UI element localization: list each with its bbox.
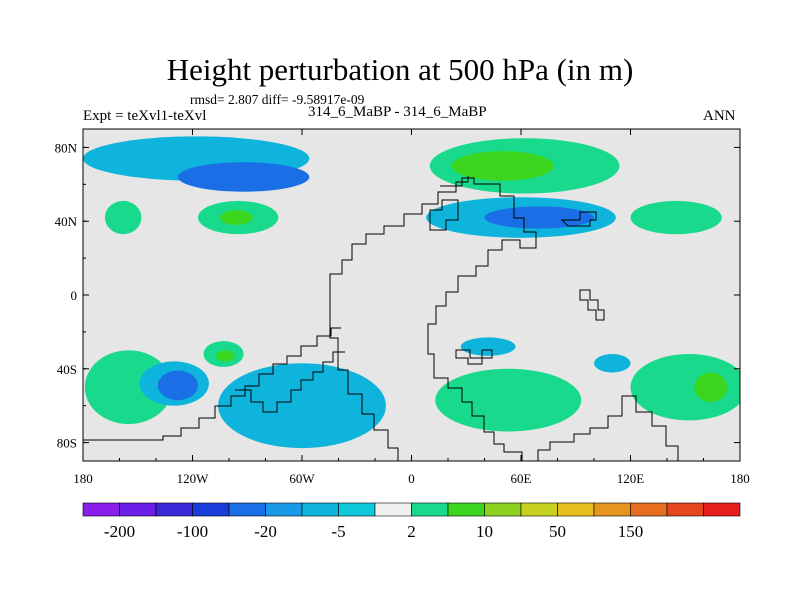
colorbar-box <box>119 502 157 517</box>
y-tick-label: 80N <box>55 140 78 155</box>
axes: 180 120W 60W 0 60E 120E 180 80N 40N 0 40S 80S <box>55 129 750 486</box>
colorbar-label: -100 <box>177 522 208 541</box>
coast-americas <box>427 177 679 461</box>
colorbar-label: -200 <box>104 522 135 541</box>
x-tick-label: 180 <box>730 471 750 486</box>
colorbar-box <box>411 502 449 517</box>
y-tick-label: 40S <box>57 362 77 377</box>
colorbar-label: -5 <box>331 522 345 541</box>
anomaly-region-15 <box>216 350 235 362</box>
y-tick-label: 80S <box>57 436 77 451</box>
anomaly-region-4 <box>219 210 253 225</box>
colorbar-label: 10 <box>476 522 493 541</box>
colorbar-box <box>666 502 704 517</box>
colorbar-box <box>155 502 193 517</box>
coast-antarctica <box>83 327 341 441</box>
colorbar-box <box>228 502 266 517</box>
colorbar-box <box>82 502 120 517</box>
x-tick-label: 60E <box>511 471 532 486</box>
anomaly-region-2 <box>177 162 310 192</box>
anomaly-region-5 <box>104 200 142 235</box>
y-tick-label: 40N <box>55 214 78 229</box>
colorbar-box <box>630 502 668 517</box>
season-label: ANN <box>703 108 736 124</box>
x-tick-label: 60W <box>289 471 315 486</box>
colorbar-box <box>593 502 631 517</box>
colorbar-box <box>338 502 376 517</box>
colorbar-label: -20 <box>254 522 277 541</box>
x-tick-label: 0 <box>408 471 415 486</box>
experiment-label: Expt = teXvl1-teXvl <box>83 108 207 124</box>
anomaly-region-16 <box>218 363 386 449</box>
anomaly-region-10 <box>630 200 722 235</box>
anomaly-region-19 <box>694 372 728 402</box>
colorbar-box <box>520 502 558 517</box>
colorbar-label: 2 <box>407 522 416 541</box>
colorbar-label: 50 <box>549 522 566 541</box>
plot-title: Height perturbation at 500 hPa (in m) <box>166 52 634 87</box>
colorbar-box <box>484 502 522 517</box>
y-tick-label: 0 <box>71 288 78 303</box>
colorbar-box <box>703 502 741 517</box>
colorbar-box <box>192 502 230 517</box>
colorbar: -200 -100 -20 -5 2 10 50 150 <box>82 502 741 541</box>
anomaly-region-17 <box>435 368 582 432</box>
colorbar-box <box>265 502 303 517</box>
colorbar-box <box>374 502 412 517</box>
case-label: 314_6_MaBP - 314_6_MaBP <box>308 104 487 120</box>
colorbar-box <box>447 502 485 517</box>
continent-outlines <box>83 176 679 461</box>
x-tick-label: 180 <box>73 471 93 486</box>
colorbar-label: 150 <box>618 522 644 541</box>
anomaly-region-21 <box>594 354 631 373</box>
stats-label: rmsd= 2.807 diff= -9.58917e-09 <box>190 92 365 107</box>
coast-islands <box>429 199 605 365</box>
anomaly-region-20 <box>460 337 516 356</box>
colorbar-box <box>301 502 339 517</box>
coast-asia <box>329 176 469 288</box>
coast-europe <box>329 288 399 461</box>
anomaly-region-7 <box>451 151 554 181</box>
x-tick-label: 120W <box>177 471 210 486</box>
anomaly-region-9 <box>484 206 594 229</box>
x-tick-label: 120E <box>617 471 645 486</box>
coast-pacific <box>235 351 345 413</box>
anomaly-region-18 <box>630 354 740 421</box>
anomaly-region-13 <box>157 370 198 401</box>
colorbar-box <box>557 502 595 517</box>
